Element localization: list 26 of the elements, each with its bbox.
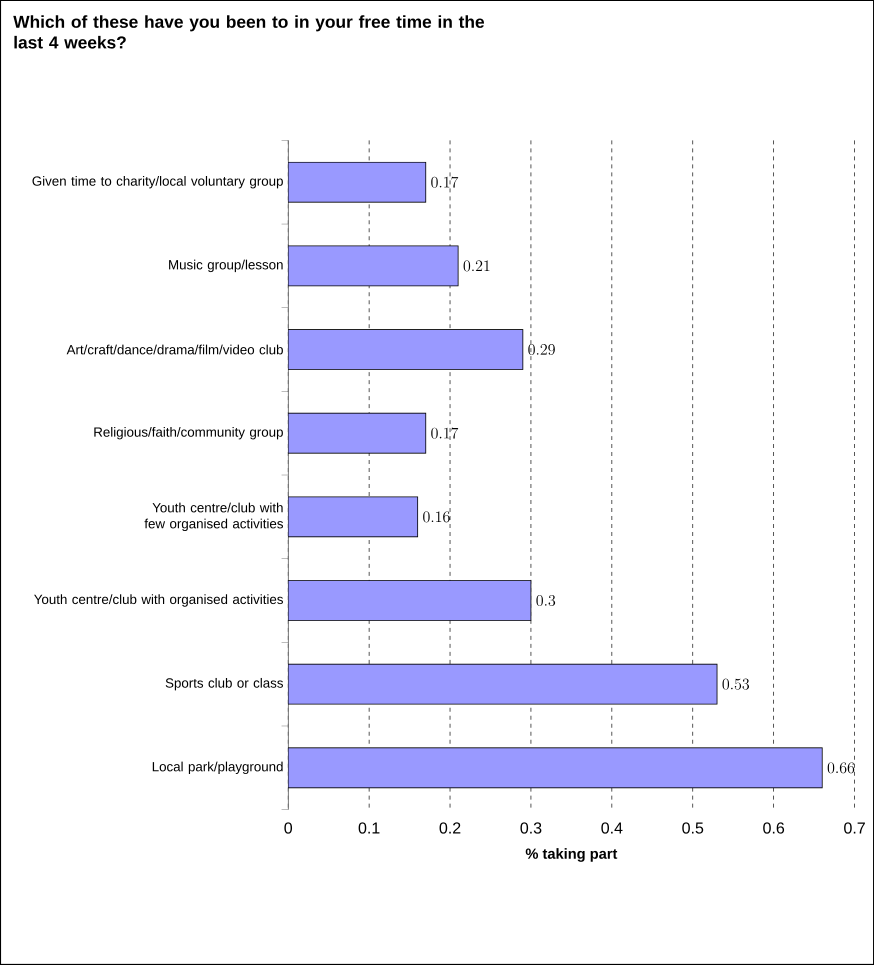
data-label: 0. 17 <box>431 428 458 439</box>
data-label: 0.66 <box>828 762 854 774</box>
y-tick-label: Religious/faith/community group <box>94 426 283 440</box>
data-label: 0.21 <box>464 260 490 272</box>
y-tick-label: Sports club or class <box>166 678 283 690</box>
x-tick-label: 0.5 <box>682 822 704 834</box>
y-tick-label: Youth centre/club with few organised activities <box>144 502 283 532</box>
x-tick-label: 0.3 <box>520 822 542 834</box>
y-tick-label: Music group/lesson <box>169 260 283 272</box>
x-tick-label: 0.4 <box>601 822 622 834</box>
x-tick-label: 0 <box>284 822 292 834</box>
x-tick-label: 0.1 <box>358 822 380 834</box>
x-tick-label: 0.2 <box>440 822 460 834</box>
x-tick-label: 0.6 <box>763 822 784 834</box>
data-label: 0. 17 <box>431 176 458 188</box>
y-tick-label: Local park/playground <box>152 762 283 774</box>
x-axis-title: % taking part <box>526 848 618 862</box>
data-label: 0.29 <box>528 344 555 356</box>
data-label: 0.53 <box>722 678 749 690</box>
data-label: 0. 16 <box>423 511 450 522</box>
chart-title: Which of these have you been to in your free time in the last 4 weeks? <box>13 15 484 49</box>
x-tick-label: 0.7 <box>844 822 865 834</box>
y-tick-label: Art/craft/dance/drama/film/video club <box>66 344 283 354</box>
y-tick-label: Given time to charity/local voluntary group <box>32 176 283 188</box>
data-label: 0.3 <box>536 595 556 606</box>
y-tick-label: Youth centre/club with organised activities <box>34 594 283 607</box>
